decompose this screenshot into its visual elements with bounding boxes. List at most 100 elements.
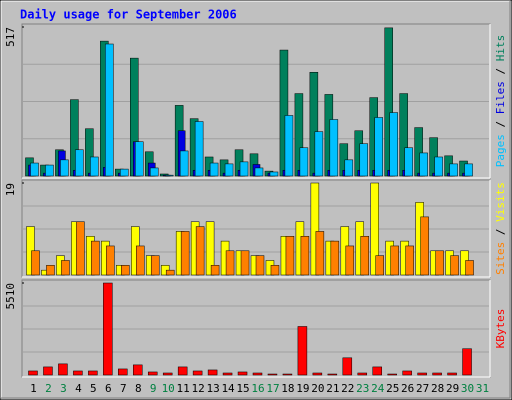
legend-entry: Pages [494,134,507,167]
bar [147,371,158,376]
bar [61,260,70,276]
bar [224,163,234,177]
bar [417,372,427,376]
bar [162,372,173,376]
x-tick-label: 25 [386,382,399,395]
bar [136,245,145,276]
bar [312,372,323,376]
bar [330,240,340,276]
bar [237,371,248,376]
bar [375,255,384,276]
legend: KBytes [494,309,507,349]
bar [420,216,429,276]
legend-entry: Visits [494,182,507,222]
bar [60,159,69,177]
x-tick-label: 22 [341,382,354,395]
y-max-label: 5510 [4,283,17,310]
bar [149,167,159,177]
bar [344,159,354,177]
bar [285,236,295,276]
bar [282,373,293,376]
legend-separator: / [494,114,507,134]
x-tick-label: 26 [401,382,414,395]
bar [310,182,320,276]
legend: Sites / Visits [494,182,507,275]
bar [387,373,397,376]
x-tick-label: 29 [446,382,459,395]
bar [435,250,444,276]
bar [180,231,190,276]
bar [45,164,54,177]
bar [270,265,280,276]
bar [105,43,114,177]
bar [342,357,353,376]
bar [450,255,459,276]
legend-separator: / [494,222,507,242]
bar [402,370,412,376]
x-tick-label: 15 [236,382,249,395]
bar [209,162,219,177]
bar [118,368,128,376]
bar [372,366,382,376]
bar [75,149,84,177]
x-tick-label: 19 [296,382,309,395]
bar [88,370,98,376]
bar [267,373,278,376]
bar [73,370,83,376]
bar [404,147,413,177]
bar [370,182,379,276]
x-tick-label: 3 [60,382,67,395]
x-tick-label: 23 [356,382,369,395]
bar [150,255,160,276]
bar [192,370,203,376]
legend-entry: Files [494,81,507,114]
bar [121,265,130,276]
bar [76,221,85,276]
bar [207,369,218,376]
x-tick-label: 2 [45,382,52,395]
bar [314,131,324,177]
bar [205,221,215,276]
bar [90,156,99,177]
x-tick-label: 5 [90,382,97,395]
bar [329,119,339,177]
bar [179,150,189,177]
bar [194,121,204,177]
bar [462,348,472,376]
x-tick-label: 11 [177,382,190,395]
bar [28,370,38,376]
x-tick-label: 1 [30,382,37,395]
bar [357,372,368,376]
bar [432,372,442,376]
bar [165,269,175,276]
legend-separator: / [494,61,507,81]
legend: Pages / Files / Hits [494,35,507,168]
bar [240,250,250,276]
x-tick-label: 24 [371,382,385,395]
bar [222,372,233,376]
bar [360,236,370,276]
bar [297,326,308,376]
bar [434,156,443,177]
x-tick-label: 14 [221,382,235,395]
x-tick-label: 4 [75,382,82,395]
bar [299,147,309,177]
bar [91,240,100,276]
bar [106,245,115,276]
bar [239,161,249,177]
legend-entry: KBytes [494,309,507,349]
bar [210,265,220,276]
bar [164,174,174,177]
legend-entry: Hits [494,35,507,62]
x-tick-label: 10 [162,382,175,395]
bar [135,141,144,177]
chart-title: Daily usage for September 2006 [20,8,237,22]
x-tick-label: 18 [281,382,294,395]
x-tick-label: 30 [461,382,474,395]
x-tick-label: 13 [206,382,219,395]
bar [255,255,265,276]
bar [195,226,205,276]
bar [133,364,143,376]
bar [43,366,53,376]
